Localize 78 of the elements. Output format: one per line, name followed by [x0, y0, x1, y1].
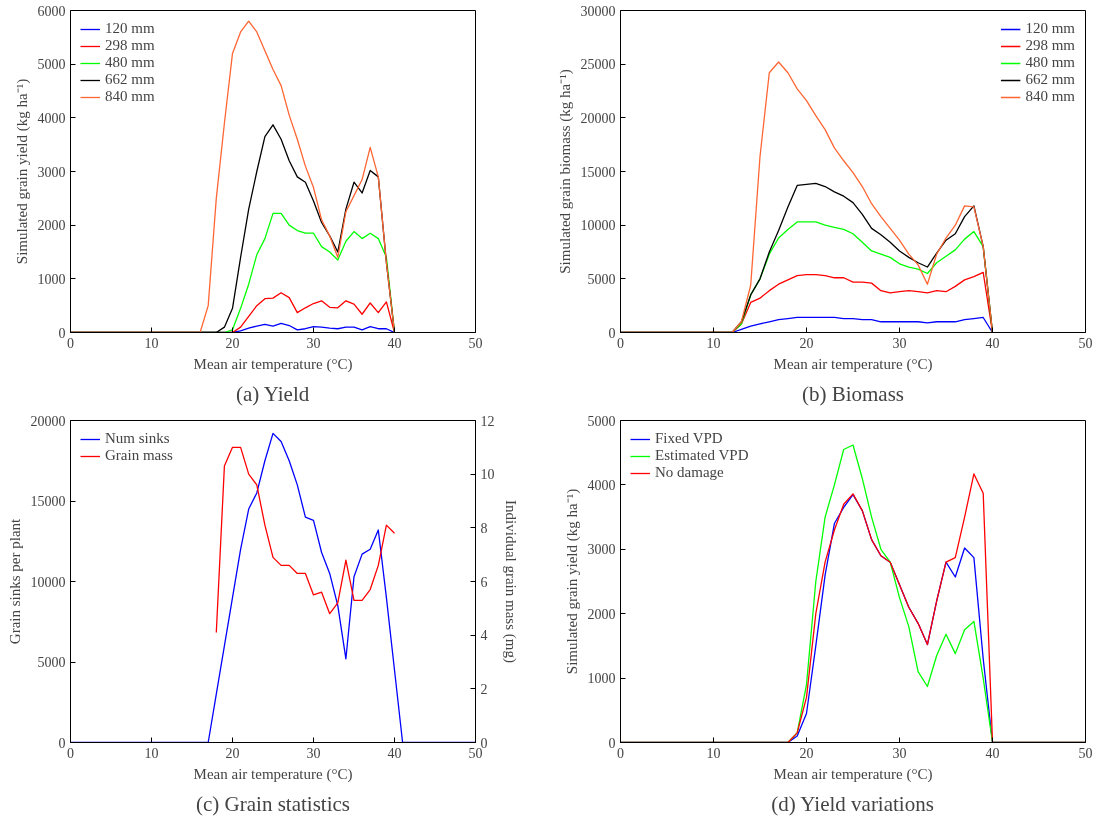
- y-tick-label: 5000: [587, 413, 616, 429]
- x-tick-label: 50: [1078, 335, 1093, 351]
- x-tick-label: 50: [468, 335, 483, 351]
- x-tick-label: 20: [799, 335, 814, 351]
- y-tick-label: 0: [608, 325, 616, 341]
- x-tick-label: 50: [1078, 745, 1093, 761]
- legend-label: No damage: [655, 464, 724, 481]
- x-tick-label: 30: [892, 745, 907, 761]
- x-tick-label: 10: [144, 335, 159, 351]
- y2-tick-label: 6: [480, 574, 488, 590]
- x-axis-title: Mean air temperature (°C): [773, 355, 933, 373]
- y-axis-title: Grain sinks per plant: [6, 517, 23, 645]
- x-tick-label: 40: [985, 745, 1000, 761]
- legend-label: 298 mm: [1025, 37, 1075, 54]
- y-tick-label: 3000: [37, 164, 66, 180]
- x-tick-label: 10: [706, 745, 721, 761]
- y2-tick-label: 8: [480, 520, 488, 536]
- legend-label: 298 mm: [105, 37, 155, 54]
- y-tick-label: 6000: [37, 3, 66, 19]
- x-tick-label: 30: [306, 335, 321, 351]
- y-tick-label: 10000: [580, 218, 616, 234]
- legend-label: 480 mm: [1025, 54, 1075, 71]
- x-tick-label: 20: [225, 745, 240, 761]
- y-axis-title: Simulated grain yield (kg ha⁻¹): [563, 488, 581, 675]
- y-tick-label: 5000: [37, 655, 66, 670]
- x-tick-label: 30: [306, 745, 321, 761]
- legend-label: Estimated VPD: [655, 447, 749, 464]
- x-tick-label: 20: [799, 745, 814, 761]
- legend-label: 840 mm: [1025, 88, 1075, 105]
- y-tick-label: 20000: [30, 413, 66, 429]
- y-tick-label: 5000: [37, 57, 66, 73]
- legend-label: Grain mass: [105, 447, 173, 464]
- y-tick-label: 30000: [580, 3, 616, 19]
- text: (a) Yield: [235, 381, 310, 406]
- legend-label: 120 mm: [105, 20, 155, 37]
- legend-label: 480 mm: [105, 54, 155, 71]
- x-tick-label: 40: [387, 335, 402, 351]
- x-tick-label: 40: [985, 335, 1000, 351]
- legend-label: 662 mm: [1025, 71, 1075, 88]
- y-axis-title: Simulated grain biomass (kg ha⁻¹): [556, 69, 574, 274]
- y2-tick-label: 2: [480, 681, 488, 697]
- y-tick-label: 1000: [37, 271, 66, 287]
- y-tick-label: 25000: [580, 57, 616, 73]
- text: (c) Grain statistics: [196, 791, 350, 816]
- legend-label: 840 mm: [105, 88, 155, 105]
- y-tick-label: 3000: [587, 542, 616, 558]
- y-tick-label: 2000: [587, 606, 616, 622]
- y-tick-label: 10000: [30, 574, 66, 590]
- x-tick-label: 10: [144, 745, 159, 761]
- y-tick-label: 2000: [37, 218, 66, 234]
- x-tick-label: 30: [892, 335, 907, 351]
- y-tick-label: 0: [608, 735, 616, 751]
- y2-tick-label: 10: [480, 467, 495, 483]
- y-tick-label: 15000: [580, 164, 616, 180]
- y-tick-label: 15000: [30, 494, 66, 509]
- y-tick-label: 0: [58, 325, 66, 341]
- y-tick-label: 5000: [587, 271, 616, 287]
- text: (d) Yield variations: [771, 791, 934, 816]
- y-axis-title: Simulated grain yield (kg ha⁻¹): [13, 78, 31, 265]
- legend-label: Fixed VPD: [655, 430, 723, 447]
- text: (b) Biomass: [801, 381, 905, 406]
- x-tick-label: 10: [706, 335, 721, 351]
- legend-label: 662 mm: [105, 71, 155, 88]
- y-tick-label: 1000: [587, 671, 616, 687]
- y2-tick-label: 4: [480, 628, 488, 644]
- legend-label: 120 mm: [1025, 20, 1075, 37]
- y-tick-label: 0: [58, 735, 66, 751]
- y-tick-label: 4000: [587, 477, 616, 493]
- x-tick-label: 40: [387, 745, 402, 761]
- x-axis-title: Mean air temperature (°C): [193, 765, 353, 783]
- x-axis-title: Mean air temperature (°C): [773, 765, 933, 783]
- legend-label: Num sinks: [105, 430, 170, 447]
- x-axis-title: Mean air temperature (°C): [193, 355, 353, 373]
- y2-tick-label: 12: [480, 413, 495, 429]
- x-tick-label: 20: [225, 335, 240, 351]
- y-tick-label: 20000: [580, 110, 616, 126]
- y2-axis-title: Individual grain mass (mg): [501, 500, 519, 663]
- y-tick-label: 4000: [37, 110, 66, 126]
